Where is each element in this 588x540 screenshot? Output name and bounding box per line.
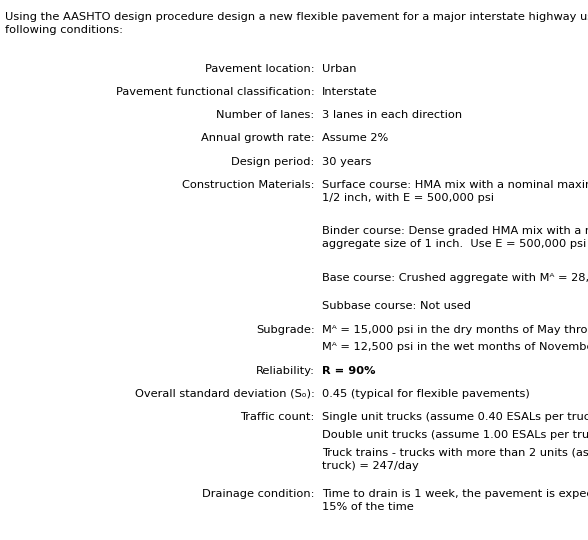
Text: 30 years: 30 years xyxy=(322,157,372,167)
Text: Pavement functional classification:: Pavement functional classification: xyxy=(116,87,315,97)
Text: Assume 2%: Assume 2% xyxy=(322,133,389,144)
Text: Subbase course: Not used: Subbase course: Not used xyxy=(322,301,471,312)
Text: Interstate: Interstate xyxy=(322,87,378,97)
Text: Mᴬ = 15,000 psi in the dry months of May through October: Mᴬ = 15,000 psi in the dry months of May… xyxy=(322,325,588,335)
Text: Single unit trucks (assume 0.40 ESALs per truck) = 1872/day: Single unit trucks (assume 0.40 ESALs pe… xyxy=(322,412,588,422)
Text: Design period:: Design period: xyxy=(231,157,315,167)
Text: Drainage condition:: Drainage condition: xyxy=(202,489,315,499)
Text: R = 90%: R = 90% xyxy=(322,366,376,376)
Text: Truck trains - trucks with more than 2 units (assume 1.75 ESALs  per
truck) = 24: Truck trains - trucks with more than 2 u… xyxy=(322,448,588,471)
Text: Using the AASHTO design procedure design a new flexible pavement for a major int: Using the AASHTO design procedure design… xyxy=(5,12,588,35)
Text: Number of lanes:: Number of lanes: xyxy=(216,110,315,120)
Text: Annual growth rate:: Annual growth rate: xyxy=(201,133,315,144)
Text: Base course: Crushed aggregate with Mᴬ = 28,000 psi: Base course: Crushed aggregate with Mᴬ =… xyxy=(322,273,588,283)
Text: 3 lanes in each direction: 3 lanes in each direction xyxy=(322,110,462,120)
Text: Surface course: HMA mix with a nominal maximum aggregate size of
1/2 inch, with : Surface course: HMA mix with a nominal m… xyxy=(322,180,588,203)
Text: Urban: Urban xyxy=(322,64,357,74)
Text: Traffic count:: Traffic count: xyxy=(240,412,315,422)
Text: Binder course: Dense graded HMA mix with a nominal maximum
aggregate size of 1 i: Binder course: Dense graded HMA mix with… xyxy=(322,226,588,249)
Text: Reliability:: Reliability: xyxy=(256,366,315,376)
Text: Construction Materials:: Construction Materials: xyxy=(182,180,315,190)
Text: 0.45 (typical for flexible pavements): 0.45 (typical for flexible pavements) xyxy=(322,389,530,399)
Text: Subgrade:: Subgrade: xyxy=(256,325,315,335)
Text: Double unit trucks (assume 1.00 ESALs per truck) = 1762/day: Double unit trucks (assume 1.00 ESALs pe… xyxy=(322,430,588,440)
Text: Overall standard deviation (Sₒ):: Overall standard deviation (Sₒ): xyxy=(135,389,315,399)
Text: Time to drain is 1 week, the pavement is expected to be saturated  about
15% of : Time to drain is 1 week, the pavement is… xyxy=(322,489,588,512)
Text: Mᴬ = 12,500 psi in the wet months of November through April: Mᴬ = 12,500 psi in the wet months of Nov… xyxy=(322,342,588,353)
Text: Pavement location:: Pavement location: xyxy=(205,64,315,74)
